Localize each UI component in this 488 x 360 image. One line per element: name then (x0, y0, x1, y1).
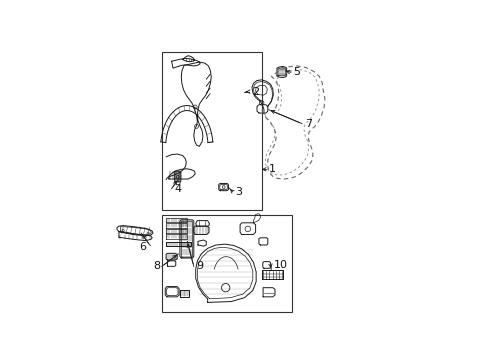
Text: 9: 9 (196, 261, 203, 271)
Text: 2: 2 (251, 87, 259, 97)
Text: 3: 3 (235, 186, 242, 197)
Text: 7: 7 (304, 118, 311, 129)
Text: 6: 6 (139, 242, 145, 252)
Text: 10: 10 (273, 260, 287, 270)
Text: 8: 8 (152, 261, 160, 271)
Text: 5: 5 (293, 67, 300, 77)
Bar (162, 51, 261, 210)
Text: 1: 1 (268, 164, 275, 174)
Text: 4: 4 (174, 184, 181, 194)
Bar (162, 215, 292, 312)
